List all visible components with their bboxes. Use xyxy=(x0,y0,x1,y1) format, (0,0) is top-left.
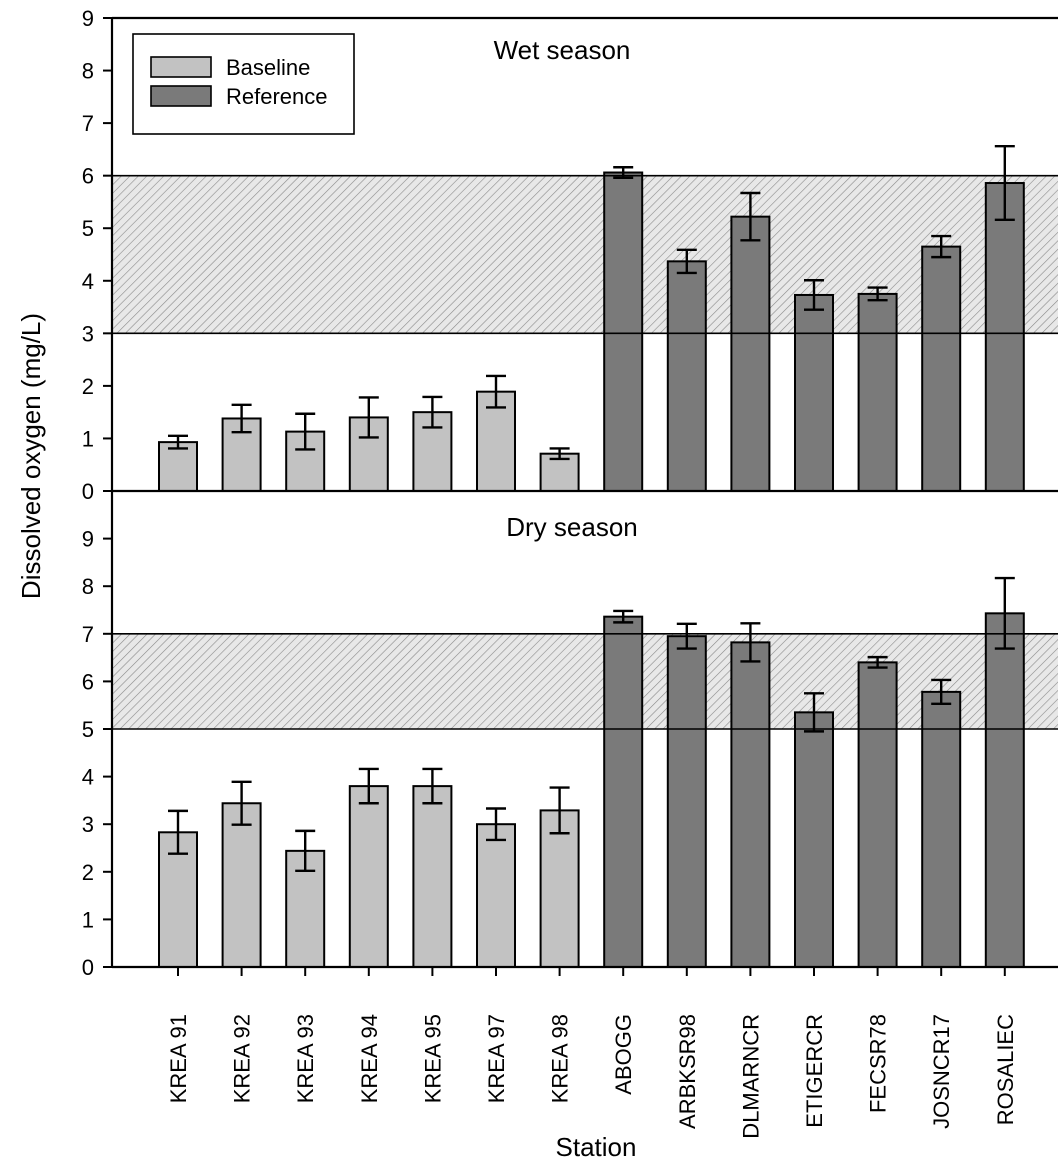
dry-season-bar-josncr17 xyxy=(921,690,962,968)
wet-season-bar-fecsr78 xyxy=(857,292,898,492)
dry-season-error-bar-krea-93 xyxy=(295,829,316,873)
axes xyxy=(103,16,1058,976)
dry-season-panel-title: Dry season xyxy=(506,512,638,542)
dry-season-ytick-label-8: 8 xyxy=(82,574,94,599)
wet-season-ytick-label-8: 8 xyxy=(82,59,94,84)
wet-season-panel-title: Wet season xyxy=(494,35,631,65)
dry-season-ytick-label-1: 1 xyxy=(82,907,94,932)
xtick-label-abogg: ABOGG xyxy=(611,1014,636,1095)
dry-season-bar-krea-94 xyxy=(348,785,389,968)
bar-series xyxy=(158,171,1025,969)
dry-season-bar-krea-98 xyxy=(539,809,580,968)
wet-season-ytick-label-2: 2 xyxy=(82,374,94,399)
dry-season-error-bar-krea-95 xyxy=(422,767,443,805)
wet-season-ytick-label-7: 7 xyxy=(82,111,94,136)
dry-season-ytick-label-2: 2 xyxy=(82,860,94,885)
dry-season-bar-krea-92 xyxy=(221,802,262,968)
wet-season-error-bar-krea-97 xyxy=(486,374,506,409)
dry-season-error-bar-dlmarncr xyxy=(740,622,761,663)
legend-label-reference: Reference xyxy=(226,84,328,109)
wet-season-error-bar-krea-91 xyxy=(168,434,188,450)
wet-season-bar-etigercr xyxy=(794,293,834,492)
xtick-label-krea-93: KREA 93 xyxy=(293,1014,318,1103)
xtick-label-krea-98: KREA 98 xyxy=(548,1014,573,1103)
dry-season-ytick-label-0: 0 xyxy=(82,955,94,980)
wet-season-bar-abogg xyxy=(603,171,644,492)
dry-season-bar-fecsr78 xyxy=(857,661,898,968)
dry-season-error-bar-krea-91 xyxy=(168,809,188,855)
dry-season-bar-dlmarncr xyxy=(730,641,771,968)
dry-season-ytick-label-5: 5 xyxy=(82,717,94,742)
wet-season-error-bar-fecsr78 xyxy=(867,286,888,302)
xtick-label-fecsr78: FECSR78 xyxy=(866,1014,891,1113)
dry-season-error-bar-rosaliec xyxy=(994,576,1015,650)
reference-bands xyxy=(112,175,1058,729)
wet-season-ytick-label-6: 6 xyxy=(82,164,94,189)
wet-season-ytick-label-3: 3 xyxy=(82,321,94,346)
dry-season-bar-krea-95 xyxy=(412,785,453,968)
dry-season-error-bar-josncr17 xyxy=(931,678,952,705)
legend: Baseline Reference xyxy=(132,33,355,135)
legend-label-baseline: Baseline xyxy=(226,55,310,80)
wet-season-bar-josncr17 xyxy=(921,245,962,492)
dry-season-error-bar-fecsr78 xyxy=(867,655,888,669)
dry-season-error-bar-krea-94 xyxy=(358,767,379,805)
dry-season-error-bar-abogg xyxy=(613,609,634,624)
xtick-label-krea-92: KREA 92 xyxy=(230,1014,255,1103)
dry-season-bar-rosaliec xyxy=(984,612,1025,968)
wet-season-shaded-band xyxy=(112,175,1058,334)
xtick-label-arbksr98: ARBKSR98 xyxy=(675,1014,700,1129)
wet-season-error-bar-krea-93 xyxy=(295,412,316,451)
y-axis-title: Dissolved oxygen (mg/L) xyxy=(16,313,46,599)
dry-season-ytick-label-9: 9 xyxy=(82,527,94,552)
wet-season-ytick-label-4: 4 xyxy=(82,269,94,294)
xtick-label-krea-91: KREA 91 xyxy=(166,1014,191,1103)
xtick-label-krea-95: KREA 95 xyxy=(420,1014,445,1103)
dry-season-ytick-label-3: 3 xyxy=(82,812,94,837)
wet-season-error-bar-rosaliec xyxy=(994,145,1015,222)
legend-swatch-reference xyxy=(150,85,212,107)
dry-season-bar-arbksr98 xyxy=(666,635,707,968)
dry-season-error-bar-arbksr98 xyxy=(676,622,697,650)
xtick-label-josncr17: JOSNCR17 xyxy=(929,1014,954,1129)
wet-season-error-bar-krea-92 xyxy=(231,403,252,434)
dry-season-bar-abogg xyxy=(603,615,644,968)
dry-season-ytick-label-7: 7 xyxy=(82,622,94,647)
wet-season-ytick-label-9: 9 xyxy=(82,6,94,31)
wet-season-error-bar-krea-95 xyxy=(422,395,443,429)
error-bars xyxy=(112,145,1058,873)
wet-season-error-bar-arbksr98 xyxy=(676,248,697,275)
xtick-label-krea-97: KREA 97 xyxy=(484,1014,509,1103)
dry-season-error-bar-krea-97 xyxy=(486,807,506,842)
dry-season-ytick-label-6: 6 xyxy=(82,669,94,694)
xtick-label-rosaliec: ROSALIEC xyxy=(993,1014,1018,1125)
wet-season-ytick-label-1: 1 xyxy=(82,426,94,451)
chart-text: 0 1 2 3 4 5 6 7 8 9 Wet season 0 1 2 3 4 5 6 7 8 9 Dry season… xyxy=(16,6,1018,1162)
wet-season-ytick-label-5: 5 xyxy=(82,216,94,241)
wet-season-bar-rosaliec xyxy=(984,182,1025,492)
xtick-label-krea-94: KREA 94 xyxy=(357,1014,382,1103)
legend-swatch-baseline xyxy=(150,56,212,78)
wet-season-error-bar-krea-98 xyxy=(549,447,570,461)
dry-season-error-bar-krea-98 xyxy=(549,786,570,835)
wet-season-bar-dlmarncr xyxy=(730,215,771,492)
x-axis-title: Station xyxy=(556,1132,637,1162)
dry-season-error-bar-krea-92 xyxy=(231,780,252,826)
wet-season-error-bar-abogg xyxy=(613,166,634,179)
dry-season-error-bar-etigercr xyxy=(804,692,824,733)
dry-season-shaded-band xyxy=(112,633,1058,729)
wet-season-error-bar-josncr17 xyxy=(931,234,952,259)
dry-season-bar-etigercr xyxy=(794,711,834,969)
xtick-label-etigercr: ETIGERCR xyxy=(802,1014,827,1128)
wet-season-ytick-label-0: 0 xyxy=(82,479,94,504)
wet-season-error-bar-etigercr xyxy=(804,279,824,311)
legend-box xyxy=(132,33,355,135)
wet-season-bar-arbksr98 xyxy=(666,260,707,492)
wet-season-error-bar-krea-94 xyxy=(358,396,379,439)
dry-season-ytick-label-4: 4 xyxy=(82,765,94,790)
wet-season-error-bar-dlmarncr xyxy=(740,191,761,242)
xtick-label-dlmarncr: DLMARNCR xyxy=(738,1014,763,1139)
dry-season-bar-krea-97 xyxy=(476,823,516,969)
